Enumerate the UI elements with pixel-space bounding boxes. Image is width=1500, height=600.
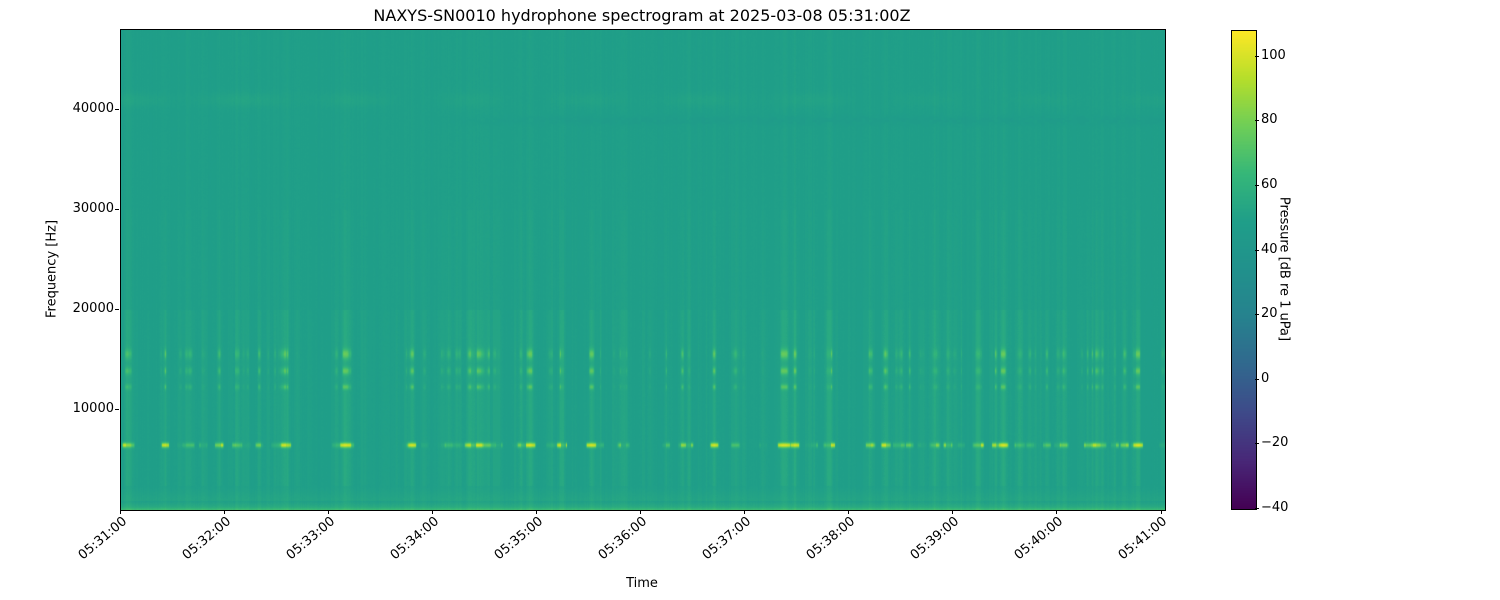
x-tick-mark [536, 510, 538, 514]
y-tick-mark [115, 409, 119, 410]
x-tick-label: 05:32:00 [179, 514, 234, 564]
x-tick-mark [1056, 510, 1058, 514]
colorbar-tick-mark [1255, 378, 1259, 380]
y-tick-mark [115, 109, 119, 110]
x-tick-label: 05:34:00 [387, 514, 442, 564]
colorbar-canvas [1232, 31, 1256, 509]
y-tick-mark [115, 309, 119, 310]
x-tick-mark [640, 510, 642, 514]
x-tick-label: 05:38:00 [803, 514, 859, 564]
x-tick-mark [744, 510, 746, 514]
y-tick-label: 40000 [72, 101, 114, 116]
spectrogram-canvas [121, 30, 1165, 510]
x-tick-label: 05:33:00 [283, 514, 338, 564]
colorbar-tick-mark [1255, 443, 1259, 445]
x-tick-mark [848, 510, 850, 514]
x-tick-label: 05:40:00 [1011, 514, 1067, 564]
colorbar-tick-label: 60 [1261, 177, 1278, 193]
x-tick-label: 05:35:00 [491, 514, 546, 564]
colorbar-tick-mark [1255, 249, 1259, 251]
x-tick-label: 05:31:00 [75, 514, 130, 564]
y-tick-label: 20000 [72, 301, 114, 316]
colorbar-tick-mark [1255, 314, 1259, 316]
colorbar-tick-mark [1255, 55, 1259, 57]
colorbar-tick-label: 100 [1261, 47, 1286, 63]
colorbar-label: Pressure [dB re 1 uPa] [1276, 196, 1292, 342]
x-tick-mark [432, 510, 434, 514]
colorbar-tick-mark [1255, 508, 1259, 509]
colorbar-tick-label: 20 [1261, 306, 1278, 322]
x-tick-mark [224, 510, 226, 514]
x-tick-label: 05:41:00 [1115, 514, 1171, 564]
x-axis-label: Time [626, 576, 658, 591]
y-tick-label: 10000 [72, 401, 114, 416]
y-tick-label: 30000 [72, 201, 114, 216]
x-tick-label: 05:39:00 [907, 514, 963, 564]
y-axis-label: Frequency [Hz] [44, 219, 60, 319]
colorbar-tick-label: 80 [1261, 112, 1278, 128]
colorbar-tick-mark [1255, 120, 1259, 122]
colorbar-tick-label: 40 [1261, 241, 1278, 257]
spectrogram-plot [120, 29, 1166, 511]
colorbar-tick-label: 0 [1261, 370, 1270, 386]
x-tick-mark [1160, 510, 1162, 514]
x-tick-mark [328, 510, 330, 514]
x-tick-label: 05:37:00 [699, 514, 754, 564]
colorbar-tick-mark [1255, 185, 1259, 187]
chart-title: NAXYS-SN0010 hydrophone spectrogram at 2… [373, 6, 911, 25]
colorbar-tick-label: −40 [1261, 500, 1289, 515]
colorbar [1231, 30, 1257, 510]
x-tick-mark [120, 510, 121, 514]
x-tick-label: 05:36:00 [595, 514, 650, 564]
y-tick-mark [115, 209, 119, 210]
colorbar-tick-label: −20 [1261, 435, 1289, 451]
x-tick-mark [952, 510, 954, 514]
